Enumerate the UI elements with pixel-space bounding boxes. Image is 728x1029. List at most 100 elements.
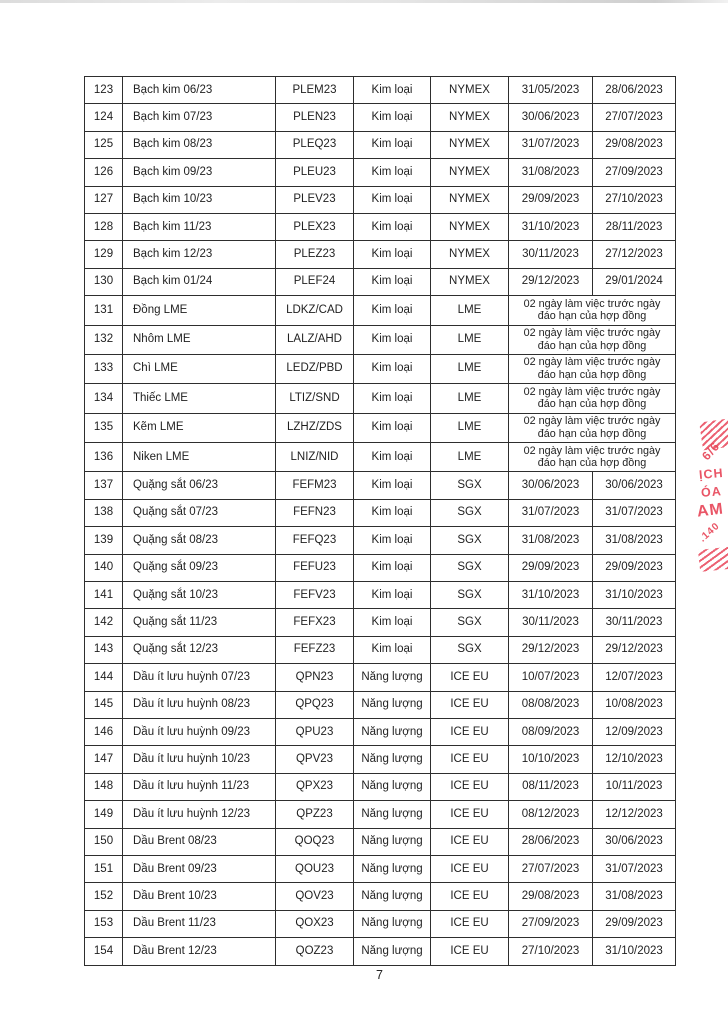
cell-commodity-group: Kim loại (353, 383, 431, 414)
table-row: 130 Bạch kim 01/24 PLEF24 Kim loại NYMEX 29/1… (84, 267, 676, 297)
table-row: 152 Dầu Brent 10/23 QOV23 Năng lượng ICE EU 2… (84, 882, 676, 911)
table-row: 135 Kẽm LME LZHZ/ZDS Kim loại LME 02 ngày làm… (84, 412, 676, 444)
table-row: 140 Quặng sắt 09/23 FEFU23 Kim loại SGX 29/09… (84, 553, 676, 583)
table-row: 131 Đồng LME LDKZ/CAD Kim loại LME 02 ngày là… (84, 295, 676, 326)
cell-row-number: 154 (84, 937, 123, 966)
cell-commodity-group: Năng lượng (353, 717, 431, 747)
cell-last-trade-date: 29/12/2023 (508, 267, 593, 297)
seal-hatch-bottom (697, 546, 728, 572)
cell-expiry-date: 29/12/2023 (592, 635, 676, 665)
cell-last-trade-date: 30/11/2023 (508, 608, 593, 637)
cell-commodity-group: Kim loại (353, 498, 431, 528)
cell-exchange: ICE EU (430, 854, 509, 884)
table-row: 128 Bạch kim 11/23 PLEX23 Kim loại NYMEX 31/1… (84, 212, 676, 242)
cell-contract-code: LEDZ/PBD (275, 353, 354, 385)
cell-contract-code: QOU23 (275, 854, 354, 884)
cell-row-number: 127 (84, 185, 123, 214)
cell-contract-name: Dầu Brent 08/23 (122, 827, 276, 856)
cell-expiry-date: 30/06/2023 (592, 827, 676, 856)
cell-exchange: NYMEX (430, 267, 509, 297)
cell-contract-code: PLEQ23 (275, 130, 354, 160)
cell-exchange: LME (430, 383, 509, 414)
seal-text-fragment: .140 (697, 520, 723, 545)
cell-expiry-note: 02 ngày làm việc trước ngày đáo hạn của h… (508, 295, 676, 326)
cell-commodity-group: Kim loại (353, 635, 431, 665)
cell-expiry-date: 27/09/2023 (592, 158, 676, 187)
cell-commodity-group: Kim loại (353, 75, 431, 105)
cell-contract-name: Kẽm LME (122, 412, 276, 444)
cell-contract-name: Bạch kim 08/23 (122, 130, 276, 160)
table-row: 134 Thiếc LME LTIZ/SND Kim loại LME 02 ngày l… (84, 383, 676, 414)
cell-last-trade-date: 27/09/2023 (508, 909, 593, 939)
cell-commodity-group: Kim loại (353, 324, 431, 355)
cell-commodity-group: Năng lượng (353, 827, 431, 856)
cell-commodity-group: Kim loại (353, 158, 431, 187)
cell-contract-name: Dầu Brent 11/23 (122, 909, 276, 939)
cell-exchange: ICE EU (430, 663, 509, 692)
cell-commodity-group: Kim loại (353, 412, 431, 444)
cell-commodity-group: Kim loại (353, 267, 431, 297)
cell-contract-name: Quặng sắt 06/23 (122, 471, 276, 500)
cell-last-trade-date: 29/12/2023 (508, 635, 593, 665)
cell-contract-code: QPQ23 (275, 690, 354, 719)
cell-row-number: 138 (84, 498, 123, 528)
cell-contract-code: LNIZ/NID (275, 442, 354, 473)
cell-commodity-group: Năng lượng (353, 937, 431, 966)
cell-last-trade-date: 31/05/2023 (508, 75, 593, 105)
cell-row-number: 139 (84, 526, 123, 555)
cell-expiry-date: 31/07/2023 (592, 854, 676, 884)
cell-expiry-date: 12/10/2023 (592, 745, 676, 774)
cell-contract-code: QPX23 (275, 772, 354, 802)
page-number: 7 (376, 968, 383, 982)
cell-contract-code: FEFM23 (275, 471, 354, 500)
table-row: 151 Dầu Brent 09/23 QOU23 Năng lượng ICE EU 2… (84, 854, 676, 884)
cell-row-number: 131 (84, 295, 123, 326)
cell-last-trade-date: 31/07/2023 (508, 130, 593, 160)
cell-commodity-group: Kim loại (353, 130, 431, 160)
cell-commodity-group: Năng lượng (353, 690, 431, 719)
cell-contract-name: Niken LME (122, 442, 276, 473)
cell-exchange: SGX (430, 553, 509, 583)
cell-contract-code: PLEZ23 (275, 240, 354, 269)
cell-last-trade-date: 27/07/2023 (508, 854, 593, 884)
cell-contract-name: Dầu Brent 09/23 (122, 854, 276, 884)
cell-last-trade-date: 10/10/2023 (508, 745, 593, 774)
table-row: 144 Dầu ít lưu huỳnh 07/23 QPN23 Năng lượng… (84, 663, 676, 692)
cell-exchange: ICE EU (430, 745, 509, 774)
cell-row-number: 123 (84, 75, 123, 105)
cell-expiry-date: 30/06/2023 (592, 471, 676, 500)
cell-expiry-date: 28/11/2023 (592, 212, 676, 242)
cell-contract-code: FEFV23 (275, 581, 354, 610)
cell-contract-code: PLEV23 (275, 185, 354, 214)
cell-contract-name: Bạch kim 01/24 (122, 267, 276, 297)
cell-exchange: NYMEX (430, 158, 509, 187)
cell-exchange: LME (430, 353, 509, 385)
cell-contract-name: Dầu ít lưu huỳnh 08/23 (122, 690, 276, 719)
cell-contract-name: Bạch kim 11/23 (122, 212, 276, 242)
cell-row-number: 153 (84, 909, 123, 939)
page-edge-shadow (0, 0, 728, 3)
table-row: 141 Quặng sắt 10/23 FEFV23 Kim loại SGX 31/10… (84, 581, 676, 610)
cell-expiry-note: 02 ngày làm việc trước ngày đáo hạn của h… (508, 442, 676, 473)
cell-commodity-group: Kim loại (353, 442, 431, 473)
cell-contract-code: FEFU23 (275, 553, 354, 583)
cell-last-trade-date: 08/12/2023 (508, 800, 593, 829)
cell-commodity-group: Kim loại (353, 240, 431, 269)
cell-exchange: ICE EU (430, 882, 509, 911)
cell-last-trade-date: 30/06/2023 (508, 471, 593, 500)
cell-exchange: SGX (430, 471, 509, 500)
cell-row-number: 133 (84, 353, 123, 385)
cell-commodity-group: Kim loại (353, 353, 431, 385)
cell-expiry-date: 27/10/2023 (592, 185, 676, 214)
cell-expiry-date: 31/10/2023 (592, 937, 676, 966)
cell-exchange: ICE EU (430, 909, 509, 939)
cell-exchange: ICE EU (430, 772, 509, 802)
cell-last-trade-date: 29/09/2023 (508, 553, 593, 583)
cell-contract-code: LALZ/AHD (275, 324, 354, 355)
cell-commodity-group: Kim loại (353, 608, 431, 637)
seal-text-fragment: ỊCH (698, 465, 725, 483)
cell-expiry-date: 10/11/2023 (592, 772, 676, 802)
cell-expiry-date: 29/01/2024 (592, 267, 676, 297)
cell-last-trade-date: 08/11/2023 (508, 772, 593, 802)
